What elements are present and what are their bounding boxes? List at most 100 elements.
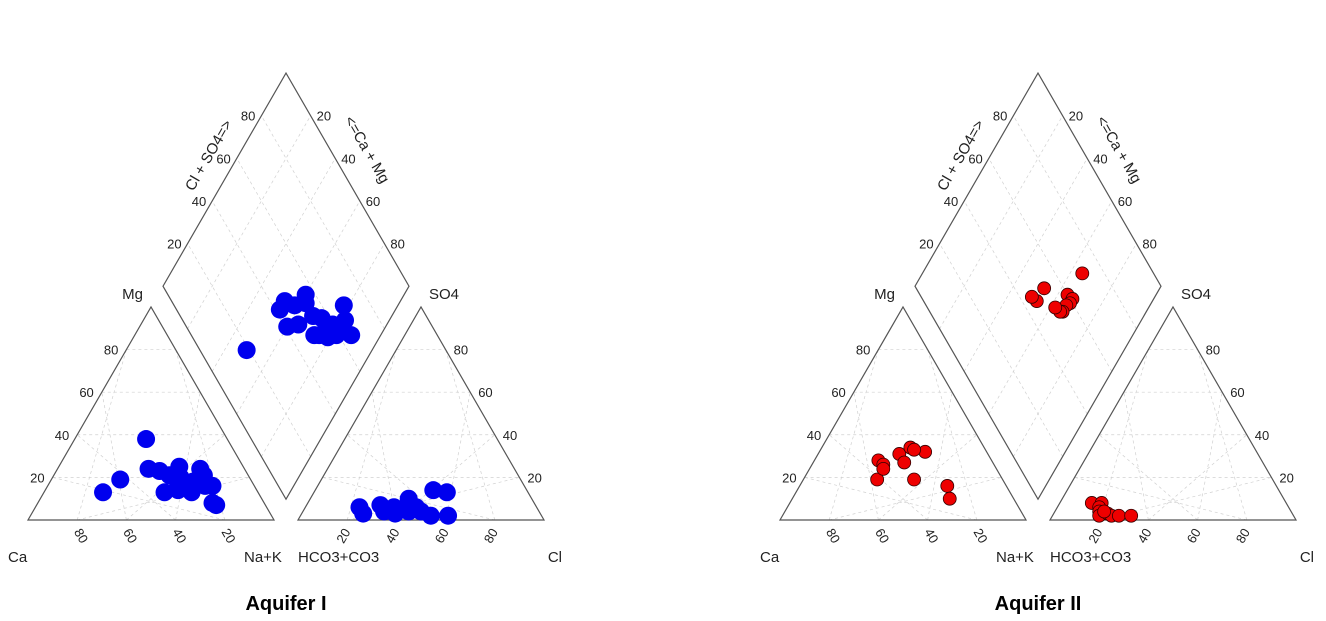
- tick-label-ca-mg: 20: [317, 109, 331, 124]
- diamond-point: [1048, 300, 1063, 315]
- tick-label-ca-mg: 60: [1118, 194, 1132, 209]
- diamond-grid-line: [187, 115, 311, 329]
- tick-label-ca-mg: 40: [1093, 151, 1107, 166]
- cation-triangle: [26, 305, 276, 521]
- diamond-grid-line: [1013, 243, 1137, 457]
- anion-point: [354, 504, 373, 523]
- anion-point: [421, 506, 440, 525]
- piper-panel-aquifer-2: 20 20 20 20 20 20 40 40 40 40 40 40 60 60 60 60 60 60 80 80…: [760, 71, 1314, 615]
- label-na-k: Na+K: [996, 549, 1034, 566]
- tick-label-cl: 60: [1184, 526, 1204, 546]
- tick-label-cl: 40: [1134, 526, 1154, 546]
- diamond-grid-line: [963, 200, 1088, 415]
- cation-grid-line: [927, 392, 953, 521]
- diamond-field: [162, 71, 410, 501]
- label-na-k: Na+K: [244, 549, 282, 566]
- tick-label-cl: 20: [1085, 526, 1105, 546]
- cation-grid-line: [175, 392, 201, 521]
- cation-point: [870, 472, 885, 487]
- tick-label-cl: 40: [382, 526, 402, 546]
- tick-label-ca: 40: [169, 526, 189, 546]
- tick-label-ca-mg: 80: [390, 237, 404, 252]
- label-cl: Cl: [548, 549, 562, 566]
- tick-label-cl: 60: [432, 526, 452, 546]
- diamond-point: [1075, 266, 1090, 281]
- diamond-point: [296, 285, 315, 304]
- cation-grid-line: [101, 392, 127, 521]
- label-ca: Ca: [760, 549, 780, 566]
- cation-triangle: [778, 305, 1028, 521]
- tick-label-ca: 60: [872, 526, 892, 546]
- tick-label-cl-so4: 20: [919, 237, 933, 252]
- cation-point: [137, 430, 156, 449]
- label-hco3-co3: HCO3+CO3: [1050, 549, 1131, 566]
- anion-grid-line: [1148, 434, 1248, 521]
- cation-point: [203, 476, 222, 495]
- anion-point: [437, 483, 456, 502]
- tick-label-mg: 20: [782, 470, 796, 485]
- label-so4: SO4: [429, 286, 459, 303]
- diamond-point: [304, 306, 323, 325]
- label-hco3-co3: HCO3+CO3: [298, 549, 379, 566]
- tick-label-ca: 40: [921, 526, 941, 546]
- diamond-point: [237, 341, 256, 360]
- label-mg: Mg: [874, 286, 895, 303]
- cation-grid-line: [878, 434, 978, 521]
- cation-grid-line: [853, 392, 879, 521]
- tick-label-cl-so4: 80: [241, 109, 255, 124]
- anion-point: [424, 481, 443, 500]
- tick-label-so4: 60: [1230, 385, 1244, 400]
- tick-label-so4: 80: [454, 343, 468, 358]
- tick-label-cl: 20: [333, 526, 353, 546]
- tick-label-ca: 60: [120, 526, 140, 546]
- tick-label-cl-so4: 60: [968, 151, 982, 166]
- anion-point: [1097, 504, 1112, 519]
- tick-label-ca-mg: 40: [341, 151, 355, 166]
- diamond-grid-line: [211, 200, 336, 415]
- anion-grid-line: [1098, 434, 1198, 521]
- piper-panel-aquifer-1: 20 20 20 20 20 20 40 40 40 40 40 40 60 60 60 60 60 60 80 80…: [8, 71, 562, 615]
- tick-label-cl-so4: 40: [944, 194, 958, 209]
- anion-triangle: [1048, 305, 1298, 521]
- diamond-grid-line: [939, 243, 1063, 457]
- tick-label-cl-so4: 60: [216, 151, 230, 166]
- tick-label-so4: 60: [478, 385, 492, 400]
- label-mg: Mg: [122, 286, 143, 303]
- anion-grid-line: [371, 392, 397, 521]
- label-so4: SO4: [1181, 286, 1211, 303]
- diamond-grid-line: [963, 158, 1088, 372]
- label-ca-mg: <=Ca + Mg: [1093, 113, 1145, 186]
- tick-label-so4: 20: [1279, 470, 1293, 485]
- tick-label-cl: 80: [481, 526, 501, 546]
- chart-caption: Aquifer I: [245, 593, 326, 615]
- diamond-point: [334, 296, 353, 315]
- tick-label-ca: 20: [971, 526, 991, 546]
- tick-label-ca-mg: 20: [1069, 109, 1083, 124]
- cation-point: [177, 474, 196, 493]
- diamond-grid-line: [988, 200, 1113, 415]
- tick-label-so4: 40: [1255, 428, 1269, 443]
- diamond-point: [278, 317, 297, 336]
- tick-label-ca: 80: [71, 526, 91, 546]
- diamond-field: [914, 71, 1162, 501]
- anion-grid-line: [1123, 392, 1149, 521]
- anion-grid-line: [1197, 392, 1223, 521]
- diamond-grid-line: [988, 158, 1113, 372]
- tick-label-mg: 20: [30, 470, 44, 485]
- cation-point: [155, 483, 174, 502]
- diamond-point: [1037, 281, 1052, 296]
- tick-label-mg: 40: [807, 428, 821, 443]
- anion-point: [1124, 508, 1139, 523]
- anion-grid-line: [346, 434, 446, 521]
- tick-label-ca-mg: 60: [366, 194, 380, 209]
- label-ca: Ca: [8, 549, 28, 566]
- diamond-point: [336, 311, 355, 330]
- anion-point: [439, 506, 458, 525]
- cation-point: [940, 479, 955, 493]
- diamond-point: [1024, 289, 1039, 304]
- tick-label-ca: 20: [219, 526, 239, 546]
- tick-label-ca-mg: 80: [1142, 237, 1156, 252]
- anion-point: [1111, 508, 1126, 523]
- cation-grid-line: [126, 434, 226, 521]
